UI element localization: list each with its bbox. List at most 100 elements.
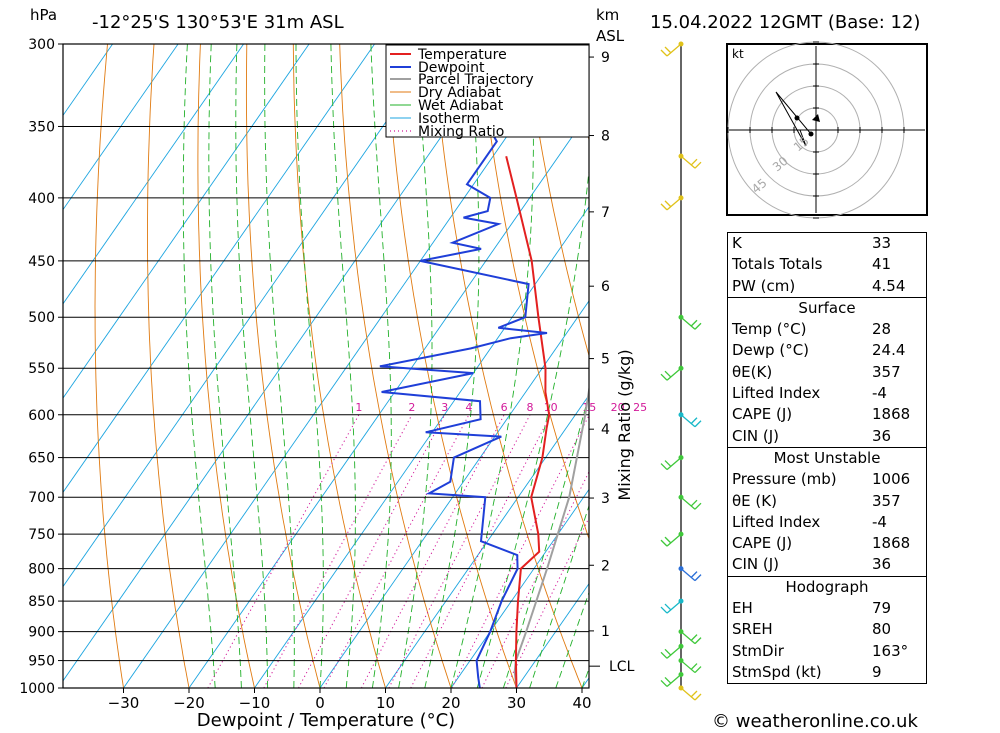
asl-unit: ASL [596, 27, 625, 45]
indices-block: K 33 Totals Totals 41 PW (cm) 4.54 [727, 232, 927, 298]
indices-panel: K 33 Totals Totals 41 PW (cm) 4.54 Surface Te… [727, 232, 928, 685]
panel-row-label: K [732, 234, 742, 252]
panel-row: CIN (J) 36 [728, 554, 928, 575]
dry-adiabat-line [94, 44, 124, 688]
panel-row: PW (cm) 4.54 [728, 276, 928, 297]
km-unit: km [596, 6, 619, 24]
panel-row-value: 4.54 [872, 276, 906, 295]
pressure-tick-label: 700 [28, 490, 55, 506]
x-tick-label: −20 [173, 694, 205, 712]
panel-row-value: 163° [872, 641, 909, 660]
wind-barb [660, 41, 684, 57]
panel-row-label: CIN (J) [732, 555, 780, 574]
wet-adiabat-line [529, 504, 589, 688]
km-tick-label: 7 [601, 205, 610, 221]
legend-parcel: Parcel Trajectory [418, 72, 534, 88]
panel-row-label: CAPE (J) [732, 534, 793, 553]
wind-barb [660, 643, 684, 659]
pressure-tick-label: 1000 [19, 681, 55, 697]
panel-row-label: CIN (J) [732, 426, 780, 445]
mixing-ratio-labels: 1 2 3 4 6 8 10 15 20 25 [355, 401, 647, 414]
wind-barb [678, 685, 702, 701]
wet-adiabat-line [235, 44, 269, 688]
hodograph-point [808, 131, 814, 137]
wet-adiabat-line [424, 44, 480, 688]
parcel-trajectory-profile [513, 384, 589, 688]
hodograph-params-title: Hodograph [785, 577, 869, 596]
hodograph-unit: kt [732, 47, 744, 61]
x-tick-label: 0 [315, 694, 325, 712]
km-tick-label: 5 [601, 352, 610, 368]
wet-adiabat-line [264, 44, 295, 688]
location-title: -12°25'S 130°53'E 31m ASL [92, 12, 344, 33]
pressure-tick-label: 600 [28, 408, 55, 424]
panel-row-value: 1868 [872, 405, 911, 424]
plot-frame [62, 43, 590, 689]
dry-adiabat-line [147, 44, 190, 688]
panel-row-label: Lifted Index [732, 512, 821, 531]
panel-row-label: Totals Totals [732, 255, 823, 274]
wind-barb [660, 598, 684, 614]
isobars [63, 43, 589, 689]
panel-row-label: EH [732, 599, 753, 618]
panel-row-label: StmDir [732, 641, 784, 660]
pressure-tick-label: 550 [28, 361, 55, 377]
panel-row-value: 80 [872, 620, 892, 639]
legend-wet-adiabat: Wet Adiabat [418, 98, 504, 114]
panel-row-value: 79 [872, 599, 892, 618]
panel-row: Dewp (°C) 24.4 [728, 340, 928, 361]
isotherm-line [63, 44, 179, 211]
km-tick-label: 4 [601, 422, 610, 438]
x-tick-label: 20 [441, 694, 460, 712]
panel-row-value: -4 [872, 512, 887, 531]
mixing-ratio-line [388, 414, 531, 688]
legend-dry-adiabat: Dry Adiabat [418, 85, 501, 101]
panel-row-value: 357 [872, 491, 901, 510]
hodograph-point [794, 115, 800, 121]
pressure-tick-label: 450 [28, 254, 55, 270]
mixing-ratio-line [323, 414, 470, 688]
panel-row-label: Dewp (°C) [732, 341, 810, 360]
dewpoint-profile [379, 44, 548, 688]
wind-barb [660, 671, 684, 687]
isotherm-line [188, 111, 589, 688]
panel-row-label: θE(K) [732, 362, 773, 381]
axes: 3003504004505005506006507007508008509009… [19, 37, 634, 712]
panel-row-value: 24.4 [872, 341, 906, 360]
km-tick-label: 2 [601, 558, 610, 574]
dry-adiabat-line [525, 44, 589, 358]
pressure-tick-label: 650 [28, 451, 55, 467]
panel-row: StmSpd (kt) 9 [728, 662, 928, 683]
isotherm-line [63, 44, 375, 494]
legend-temperature: Temperature [417, 47, 507, 63]
pressure-tick-label: 950 [28, 654, 55, 670]
panel-row-value: 1868 [872, 534, 911, 553]
x-tick-label: 10 [376, 694, 395, 712]
wind-barb [678, 153, 702, 169]
mixing-ratio-line [207, 414, 360, 688]
isotherm-line [385, 394, 589, 688]
dry-adiabat-line [990, 44, 1000, 688]
panel-row: CAPE (J) 1868 [728, 533, 928, 554]
panel-row-label: Pressure (mb) [732, 470, 837, 489]
km-tick-label: 3 [601, 491, 610, 507]
datetime: 15.04.2022 12GMT (Base: 12) [650, 12, 920, 33]
profiles [379, 44, 589, 688]
credit: © weatheronline.co.uk [712, 711, 918, 732]
wind-barb [678, 658, 702, 674]
hodograph-trace [775, 91, 812, 147]
isotherm-line [254, 205, 589, 688]
wind-barb [678, 314, 702, 330]
wind-barb [678, 629, 702, 645]
wind-barb [678, 412, 702, 428]
x-tick-label: −10 [239, 694, 271, 712]
panel-row: Totals Totals 41 [728, 254, 928, 275]
panel-row-value: -4 [872, 384, 887, 403]
mixing-ratio-axis-label: Mixing Ratio (g/kg) [615, 349, 634, 500]
x-tick-label: −30 [108, 694, 140, 712]
panel-row-label: Temp (°C) [732, 320, 807, 339]
storm-motion-marker [812, 114, 820, 122]
isotherm-line [63, 44, 244, 305]
